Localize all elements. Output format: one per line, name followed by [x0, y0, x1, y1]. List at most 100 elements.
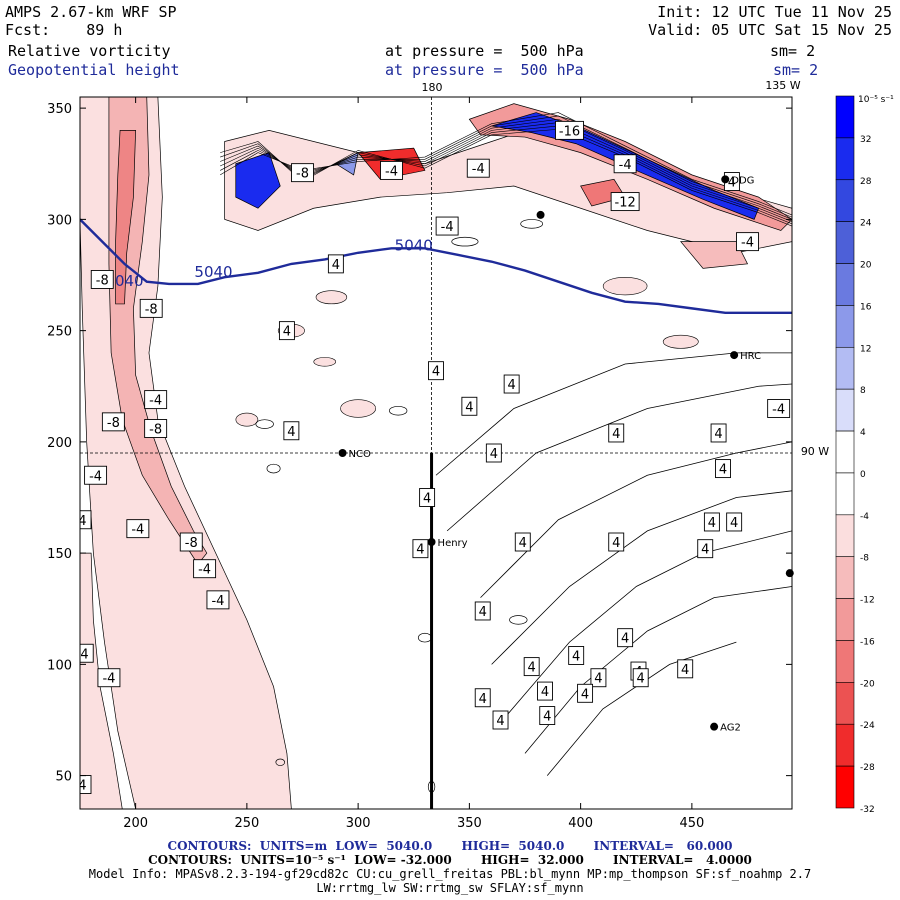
colorbar-swatch-12 [835, 598, 855, 641]
colorbar-tick-5: 12 [860, 344, 871, 354]
contour-blob-6 [389, 405, 408, 416]
vorticity-label-44: 4 [528, 661, 536, 676]
pressure-level-2: at pressure = 500 hPa [385, 61, 584, 79]
vorticity-label-12: -4 [102, 672, 115, 687]
vorticity-label-box-5 [84, 465, 108, 485]
colorbar-tick-11: -12 [860, 596, 875, 606]
stations: HRC NCO Henry AG2 DDG [338, 175, 794, 734]
vorticity-label-box-50 [577, 683, 594, 703]
smoothing-2: sm= 2 [773, 61, 819, 79]
geopotential-contour: 5040 5040 5040 [80, 218, 792, 315]
jet-contour-2 [220, 118, 792, 220]
lon-label-180: 180 [422, 81, 443, 94]
shade-jet-outer [224, 118, 792, 254]
jet-contour-3 [220, 122, 792, 222]
station-dot-6 [536, 210, 545, 219]
colorbar-tick-14: -24 [860, 721, 875, 731]
vorticity-contours [220, 112, 792, 793]
jet-contour-0 [220, 112, 792, 216]
vorticity-label-box-1 [139, 298, 163, 318]
vorticity-label-49: 4 [541, 685, 549, 700]
vorticity-label-28: 4 [465, 400, 473, 415]
vorticity-label-48: 4 [637, 672, 645, 687]
vorticity-label-box-33 [485, 443, 502, 463]
vorticity-streak-3 [491, 490, 792, 665]
colorbar-tick-1: 28 [860, 177, 872, 187]
vorticity-label-box-11 [80, 643, 94, 663]
vorticity-label-17: -4 [441, 220, 454, 235]
vorticity-label-box-44 [523, 657, 540, 677]
vorticity-label-32: 4 [719, 463, 727, 478]
vorticity-label-15: -4 [385, 164, 398, 179]
x-tick-label-2: 300 [346, 816, 371, 831]
vorticity-label-box-34 [419, 488, 436, 507]
plot-frame [79, 96, 793, 810]
vorticity-label-26: 4 [287, 425, 295, 440]
colorbar-swatch-11 [835, 556, 855, 599]
colorbar-tick-2: 24 [860, 219, 872, 229]
x-tick-label-0: 200 [123, 816, 148, 831]
vorticity-label-53: 4 [496, 714, 504, 729]
colorbar-swatch-15 [835, 723, 855, 767]
init-time: Init: 12 UTC Tue 11 Nov 25 [657, 3, 892, 21]
colorbar-swatch-1 [835, 137, 855, 181]
vorticity-label-7: -4 [131, 523, 144, 538]
vorticity-label-38: 4 [708, 516, 716, 531]
vorticity-label-box-52 [539, 706, 556, 725]
colorbar-swatch-3 [835, 221, 855, 264]
x-tick-label-4: 400 [568, 816, 593, 831]
colorbar-tick-12: -16 [860, 637, 875, 647]
footer-height-contours: CONTOURS: UNITS=m LOW= 5040.0 HIGH= 5040… [167, 839, 733, 853]
jet-contour-5 [220, 128, 792, 227]
colorbar-swatch-14 [835, 682, 855, 725]
station-dot-1 [338, 449, 347, 457]
vorticity-label-35: 4 [416, 543, 424, 558]
vorticity-label-25: 4 [283, 325, 291, 340]
vorticity-label-27: 4 [432, 365, 440, 380]
shade-band-lower [80, 552, 123, 809]
vorticity-label-13: -4 [74, 779, 87, 794]
vorticity-label-box-37 [608, 532, 625, 552]
vorticity-label-41: 4 [479, 605, 487, 620]
vorticity-label-box-31 [710, 423, 727, 443]
vorticity-label-box-28 [461, 396, 478, 416]
vorticity-label-8: -8 [185, 536, 198, 551]
vorticity-label-23: -4 [772, 403, 785, 418]
colorbar-tick-3: 20 [860, 261, 872, 271]
colorbar-swatch-4 [835, 263, 855, 306]
vorticity-label-46: 4 [681, 663, 689, 678]
vorticity-label-52: 4 [543, 710, 551, 725]
vorticity-label-5: -4 [89, 469, 102, 484]
vorticity-label-19: -4 [619, 158, 632, 173]
vorticity-label-9: -4 [198, 563, 211, 578]
lat-lon-lines [80, 97, 792, 809]
vorticity-label-3: -4 [149, 394, 162, 409]
contour-blob-0 [255, 419, 274, 429]
vorticity-label-18: -16 [559, 124, 580, 139]
station-label-0: HRC [740, 351, 761, 362]
vorticity-label-29: 4 [508, 378, 516, 393]
station-dot-0 [730, 351, 739, 360]
vorticity-label-box-6 [80, 510, 92, 530]
vorticity-label-11: -4 [76, 647, 89, 662]
colorbar-swatch-13 [835, 640, 855, 683]
vorticity-label-box-0 [90, 270, 114, 289]
shade-patch-3 [315, 290, 348, 305]
vorticity-label-51: 4 [479, 692, 487, 707]
y-tick-label-3: 200 [47, 436, 72, 451]
shade-patch-5 [602, 277, 648, 296]
field-vorticity-label: Relative vorticity [8, 42, 171, 60]
x-tick-label-3: 350 [457, 816, 482, 831]
vorticity-label-4: -8 [149, 423, 162, 438]
vorticity-label-box-36 [514, 532, 531, 552]
colorbar-tick-16: -32 [860, 805, 875, 815]
vorticity-label-box-25 [278, 321, 295, 341]
colorbar-swatch-0 [835, 95, 855, 139]
contour-blob-4 [520, 219, 544, 229]
vorticity-streak-4 [502, 530, 792, 721]
colorbar-tick-10: -8 [860, 554, 869, 564]
contour-blob-1 [266, 463, 281, 474]
vorticity-streak-0 [435, 352, 792, 476]
footer-model-info: Model Info: MPASv8.2.3-194-gf29cd82c CU:… [88, 867, 812, 881]
